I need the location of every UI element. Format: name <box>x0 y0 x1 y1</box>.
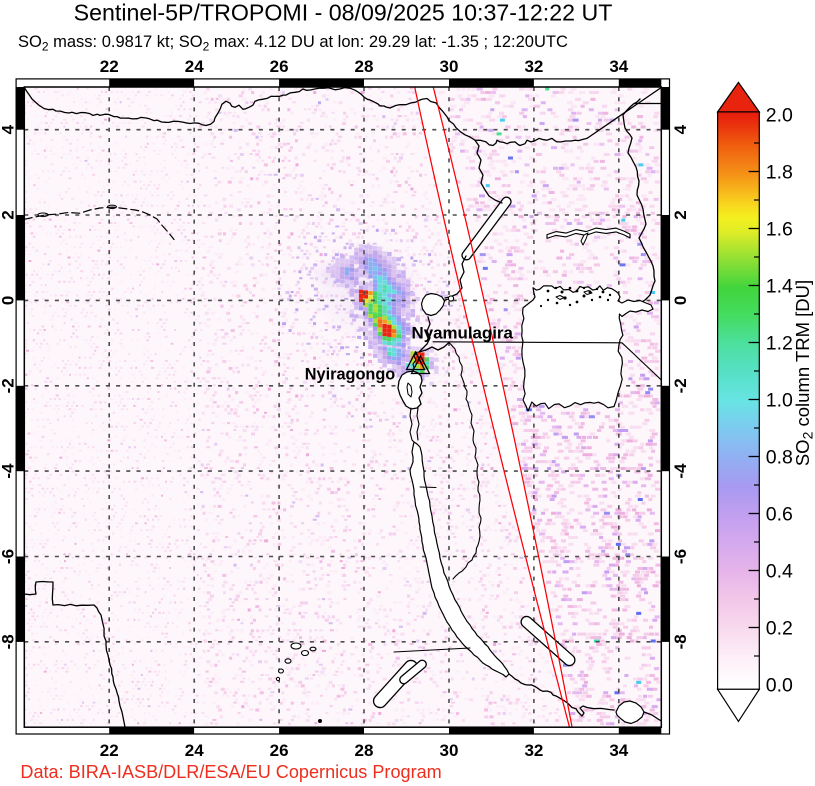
svg-text:30: 30 <box>440 57 459 76</box>
svg-text:32: 32 <box>524 741 543 760</box>
svg-text:26: 26 <box>270 741 289 760</box>
svg-text:2.0: 2.0 <box>766 105 793 127</box>
svg-text:34: 34 <box>609 57 628 76</box>
svg-text:1.2: 1.2 <box>766 333 793 355</box>
svg-text:Nyamulagira: Nyamulagira <box>412 324 514 343</box>
svg-text:22: 22 <box>100 57 119 76</box>
svg-text:28: 28 <box>355 57 374 76</box>
svg-text:-6: -6 <box>671 549 690 564</box>
svg-text:32: 32 <box>524 57 543 76</box>
svg-text:24: 24 <box>185 57 204 76</box>
svg-text:26: 26 <box>270 57 289 76</box>
svg-text:-4: -4 <box>671 463 690 479</box>
svg-text:34: 34 <box>609 741 628 760</box>
svg-text:1.6: 1.6 <box>766 219 793 241</box>
svg-text:Sentinel-5P/TROPOMI - 08/09/20: Sentinel-5P/TROPOMI - 08/09/2025 10:37-1… <box>74 0 613 26</box>
svg-text:0.4: 0.4 <box>766 561 793 583</box>
svg-text:22: 22 <box>100 741 119 760</box>
svg-text:Nyiragongo: Nyiragongo <box>305 366 396 384</box>
svg-text:28: 28 <box>355 741 374 760</box>
svg-text:SO2 mass: 0.9817 kt; SO2 max:: SO2 mass: 0.9817 kt; SO2 max: 4.12 DU at… <box>18 33 568 54</box>
svg-text:-2: -2 <box>0 378 18 393</box>
svg-text:0.8: 0.8 <box>766 447 793 469</box>
svg-text:-8: -8 <box>0 634 18 649</box>
svg-text:0.2: 0.2 <box>766 618 793 640</box>
svg-text:Data: BIRA-IASB/DLR/ESA/EU Cop: Data: BIRA-IASB/DLR/ESA/EU Copernicus Pr… <box>20 762 441 782</box>
svg-text:-4: -4 <box>0 463 18 479</box>
svg-text:30: 30 <box>440 741 459 760</box>
svg-text:2: 2 <box>671 210 690 219</box>
svg-text:24: 24 <box>185 741 204 760</box>
svg-text:0: 0 <box>671 296 690 305</box>
svg-text:1.0: 1.0 <box>766 390 793 412</box>
svg-text:0.6: 0.6 <box>766 504 793 526</box>
svg-text:-2: -2 <box>671 378 690 393</box>
svg-text:-8: -8 <box>671 634 690 649</box>
svg-text:1.8: 1.8 <box>766 162 793 184</box>
svg-text:4: 4 <box>0 124 18 134</box>
svg-text:0: 0 <box>0 296 18 305</box>
svg-text:SO2 column TRM [DU]: SO2 column TRM [DU] <box>792 280 815 466</box>
svg-text:4: 4 <box>671 124 690 134</box>
svg-text:1.4: 1.4 <box>766 276 793 298</box>
svg-text:-6: -6 <box>0 549 18 564</box>
svg-text:2: 2 <box>0 210 18 219</box>
svg-text:0.0: 0.0 <box>766 675 793 697</box>
